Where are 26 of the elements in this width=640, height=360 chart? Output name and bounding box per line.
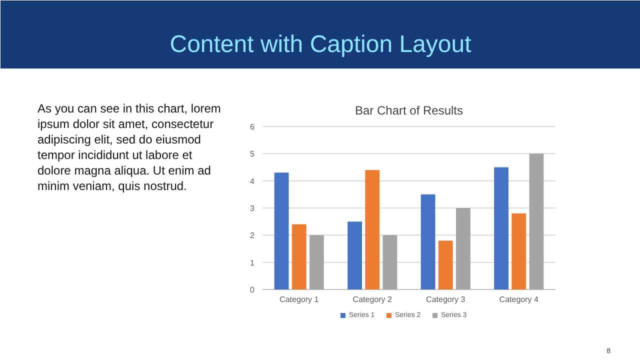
bar bbox=[274, 172, 289, 290]
bar bbox=[309, 235, 324, 290]
x-tick-label: Category 3 bbox=[426, 295, 466, 304]
text: As you can see in this chart, lorem ipsum dolor sit amet, consectetur adipiscing elit, sed do eiusmod tempor incididunt ut labore et dolore magna aliqua. Ut enim ad minim veniam, quis nostrud. bbox=[38, 102, 221, 193]
y-tick-label: 3 bbox=[250, 204, 256, 213]
bar bbox=[438, 240, 453, 290]
bar bbox=[494, 167, 509, 290]
y-tick-label: 1 bbox=[250, 258, 256, 268]
bar bbox=[382, 235, 398, 290]
bar bbox=[420, 194, 436, 290]
x-tick-label: Category 4 bbox=[499, 295, 539, 304]
x-tick-label: Category 2 bbox=[352, 295, 392, 304]
y-tick-label: 0 bbox=[250, 286, 256, 294]
x-tick-label: Category 1 bbox=[280, 295, 320, 304]
bar bbox=[456, 208, 470, 290]
y-tick-label: 5 bbox=[250, 150, 256, 159]
chart-title: Bar Chart of Results bbox=[354, 104, 464, 118]
bar bbox=[348, 222, 362, 290]
bar bbox=[529, 154, 544, 290]
y-tick-label: 2 bbox=[250, 231, 256, 240]
bar bbox=[292, 224, 306, 290]
y-tick-label: 4 bbox=[250, 176, 256, 186]
bar bbox=[365, 170, 380, 290]
text: Content with Caption Layout bbox=[170, 31, 472, 58]
y-tick-label: 6 bbox=[250, 122, 256, 132]
bar bbox=[512, 213, 526, 290]
